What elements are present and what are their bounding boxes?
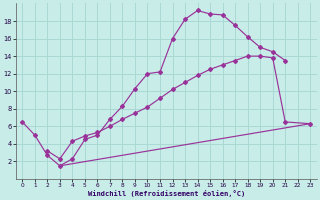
X-axis label: Windchill (Refroidissement éolien,°C): Windchill (Refroidissement éolien,°C) bbox=[88, 190, 245, 197]
